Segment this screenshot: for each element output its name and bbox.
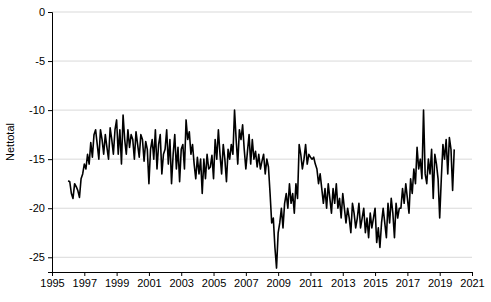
- x-tick-label: 1997: [73, 277, 97, 289]
- plot-area: [68, 110, 454, 268]
- x-tick-mark: [472, 272, 473, 276]
- x-tick: 1999: [105, 272, 129, 289]
- y-tick-mark: [48, 159, 52, 160]
- y-tick-mark: [48, 12, 52, 13]
- grid-line: [52, 257, 472, 258]
- x-tick-mark: [375, 272, 376, 276]
- x-axis-line: [53, 273, 473, 277]
- x-tick-mark: [149, 272, 150, 276]
- y-tick: -10: [29, 104, 52, 116]
- x-tick-mark: [440, 272, 441, 276]
- x-tick-label: 1995: [40, 277, 64, 289]
- x-tick-label: 2011: [299, 277, 323, 289]
- x-tick: 2011: [299, 272, 323, 289]
- x-tick-label: 2003: [169, 277, 193, 289]
- x-tick: 2007: [234, 272, 258, 289]
- x-tick: 2013: [331, 272, 355, 289]
- x-tick-mark: [117, 272, 118, 276]
- x-tick-label: 2005: [202, 277, 226, 289]
- x-tick: 2019: [428, 272, 452, 289]
- x-tick: 2021: [460, 272, 484, 289]
- x-tick-mark: [52, 272, 53, 276]
- x-tick-label: 2017: [396, 277, 420, 289]
- y-tick-label: -25: [29, 251, 45, 263]
- x-tick-mark: [181, 272, 182, 276]
- x-tick-label: 2013: [331, 277, 355, 289]
- grid-line: [52, 12, 472, 13]
- series-line: [68, 110, 454, 268]
- x-tick: 2005: [202, 272, 226, 289]
- x-tick-label: 2019: [428, 277, 452, 289]
- y-tick-mark: [48, 257, 52, 258]
- y-axis: 0 -5 -10 -15 -20 -25: [29, 6, 52, 272]
- y-axis-title: Nettotal: [4, 123, 16, 161]
- chart: 0 -5 -10 -15 -20 -25 1995 1997 1999 2001 2003 2005 2…: [0, 0, 491, 302]
- y-tick: -20: [29, 202, 52, 214]
- x-tick-mark: [343, 272, 344, 276]
- y-axis-line: [48, 13, 53, 273]
- x-tick-label: 2015: [363, 277, 387, 289]
- y-tick: -5: [35, 55, 52, 67]
- y-tick: 0: [39, 6, 52, 18]
- x-tick: 2017: [396, 272, 420, 289]
- x-tick-mark: [407, 272, 408, 276]
- x-axis: 1995 1997 1999 2001 2003 2005 2007 2009 2011 2013…: [40, 272, 484, 289]
- x-tick: 1997: [73, 272, 97, 289]
- y-tick: -15: [29, 153, 52, 165]
- y-tick-label: -10: [29, 104, 45, 116]
- x-tick-label: 2021: [460, 277, 484, 289]
- x-tick-label: 2001: [137, 277, 161, 289]
- x-tick-mark: [310, 272, 311, 276]
- x-tick-mark: [84, 272, 85, 276]
- x-tick-mark: [214, 272, 215, 276]
- y-tick-label: -15: [29, 153, 45, 165]
- grid-line: [52, 110, 472, 111]
- y-tick-mark: [48, 208, 52, 209]
- y-tick-mark: [48, 110, 52, 111]
- x-tick-mark: [246, 272, 247, 276]
- x-tick: 2015: [363, 272, 387, 289]
- x-tick-label: 1999: [105, 277, 129, 289]
- grid-line: [52, 61, 472, 62]
- x-tick: 1995: [40, 272, 64, 289]
- x-tick: 2009: [266, 272, 290, 289]
- x-tick: 2001: [137, 272, 161, 289]
- y-tick-mark: [48, 61, 52, 62]
- y-tick-label: -20: [29, 202, 45, 214]
- y-tick-label: -5: [35, 55, 45, 67]
- x-tick-label: 2009: [266, 277, 290, 289]
- y-tick-label: 0: [39, 6, 45, 18]
- x-tick-label: 2007: [234, 277, 258, 289]
- x-tick-mark: [278, 272, 279, 276]
- y-tick: -25: [29, 251, 52, 263]
- x-tick: 2003: [169, 272, 193, 289]
